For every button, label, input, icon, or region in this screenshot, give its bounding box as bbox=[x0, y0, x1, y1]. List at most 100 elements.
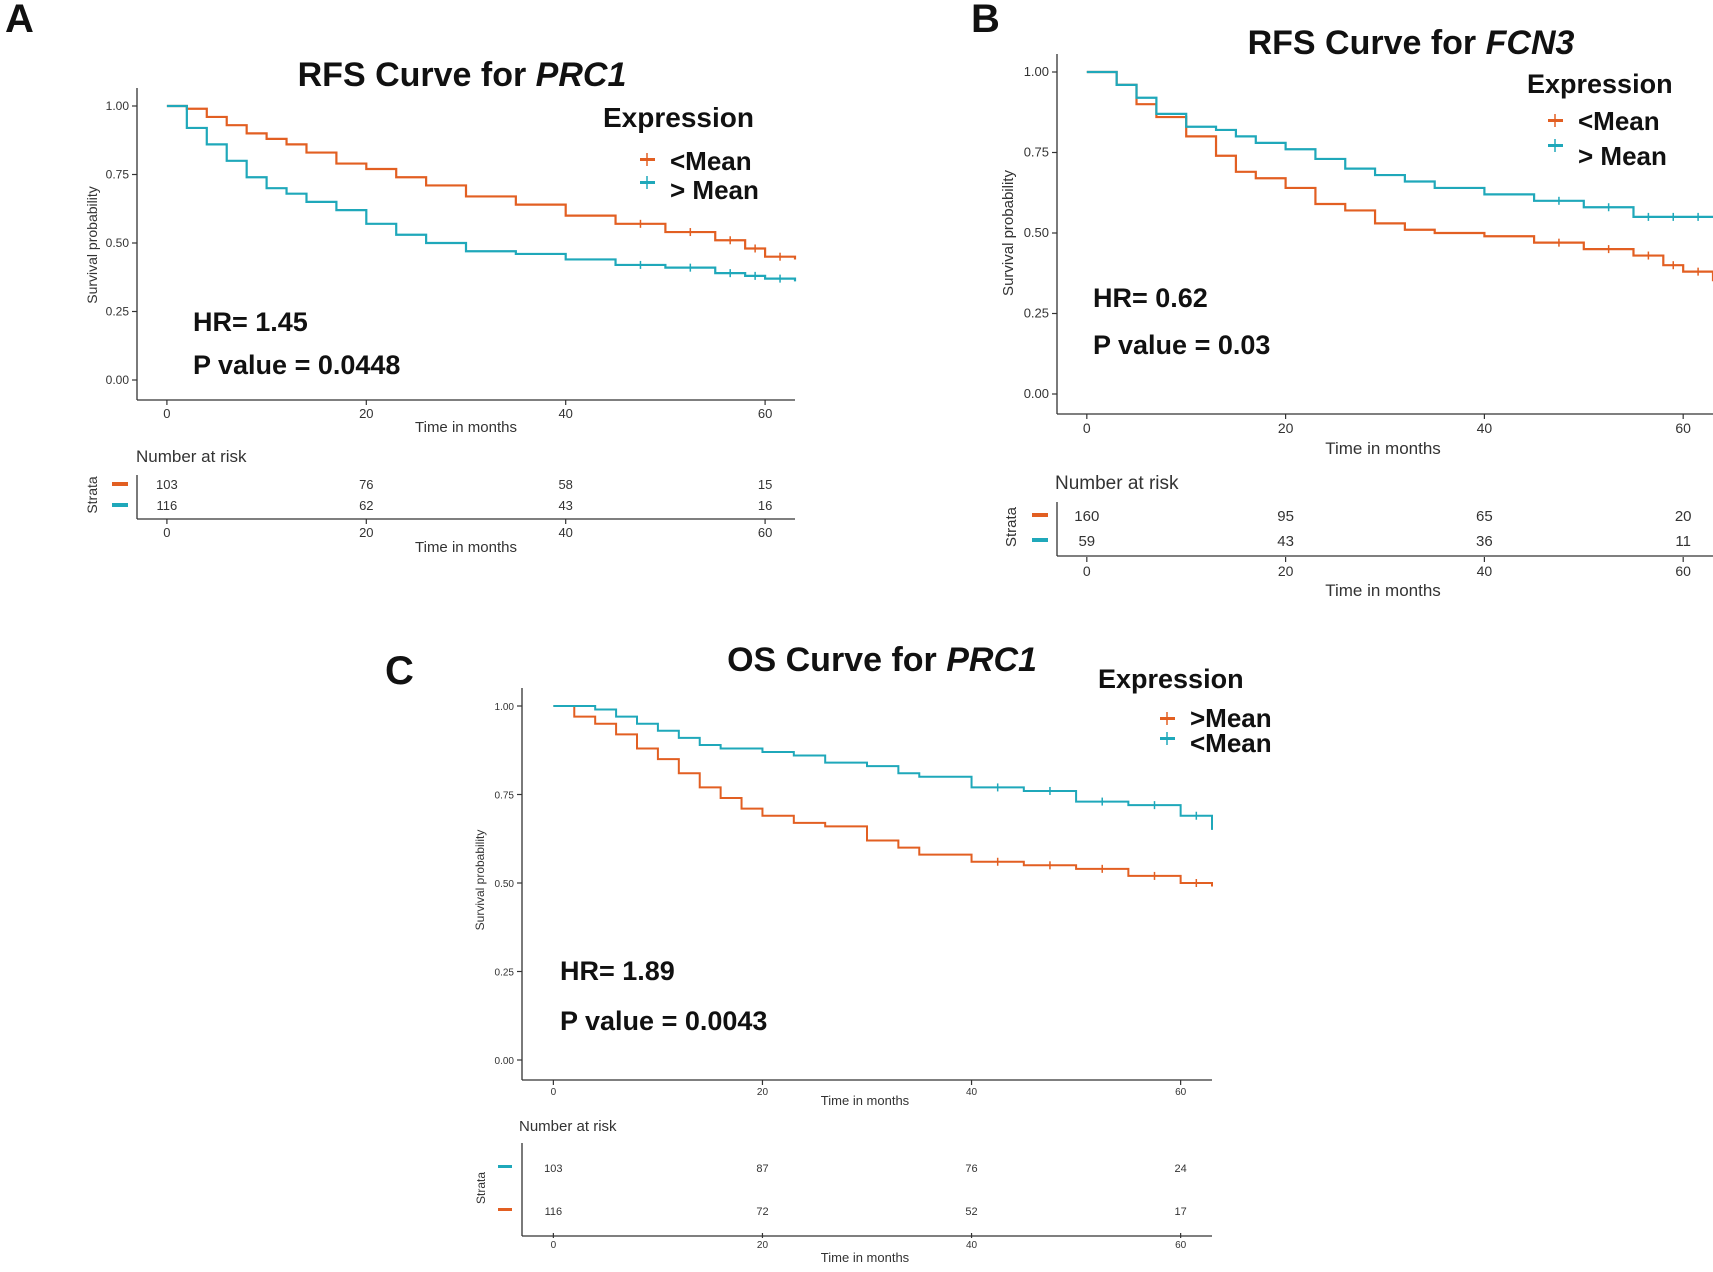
legend-item-0: <Mean bbox=[640, 146, 752, 176]
y-tick-label: 0.75 bbox=[495, 791, 515, 802]
x-tick-label: 60 bbox=[758, 525, 772, 540]
chart-title-prefix: OS Curve for bbox=[727, 641, 946, 679]
risk-count: 24 bbox=[1175, 1163, 1187, 1175]
y-tick-label: 0.50 bbox=[1024, 225, 1049, 240]
chart-title-prefix: RFS Curve for bbox=[1248, 24, 1486, 62]
x-tick-label: 40 bbox=[558, 525, 572, 540]
chart-title-gene: PRC1 bbox=[946, 641, 1037, 679]
y-tick-label: 0.00 bbox=[106, 373, 130, 387]
x-axis-label: Time in months bbox=[1325, 439, 1441, 458]
risk-row-swatch bbox=[112, 482, 128, 486]
risk-x-axis-label: Time in months bbox=[415, 539, 517, 556]
y-axis-label: Survival probability bbox=[473, 830, 487, 931]
strata-label: Strata bbox=[84, 476, 100, 514]
risk-row-swatch bbox=[1032, 538, 1048, 542]
risk-table-title: Number at risk bbox=[1055, 473, 1179, 494]
legend-item-1: > Mean bbox=[640, 175, 759, 205]
panel-label: B bbox=[971, 0, 1000, 41]
risk-row-swatch bbox=[1032, 513, 1048, 517]
chart-title: RFS Curve for FCN3 bbox=[1248, 24, 1575, 62]
y-axis-label: Survival probability bbox=[1000, 170, 1017, 296]
y-axis-label: Survival probability bbox=[84, 186, 100, 304]
risk-row-swatch bbox=[498, 1208, 512, 1211]
legend-item-0: <Mean bbox=[1548, 106, 1660, 136]
risk-count: 16 bbox=[758, 498, 772, 513]
risk-count: 11 bbox=[1675, 533, 1691, 550]
chart-title: OS Curve for PRC1 bbox=[727, 641, 1037, 679]
x-tick-label: 0 bbox=[551, 1087, 557, 1098]
x-tick-label: 0 bbox=[163, 406, 170, 421]
risk-count: 76 bbox=[359, 477, 373, 492]
risk-count: 20 bbox=[1675, 508, 1692, 525]
x-tick-label: 20 bbox=[757, 1240, 769, 1251]
y-tick-label: 0.50 bbox=[495, 879, 515, 890]
x-axis-label: Time in months bbox=[821, 1093, 910, 1108]
x-tick-label: 0 bbox=[1083, 563, 1091, 579]
legend-label: <Mean bbox=[1578, 106, 1660, 136]
x-tick-label: 40 bbox=[966, 1240, 978, 1251]
x-tick-label: 20 bbox=[1278, 563, 1294, 579]
risk-count: 116 bbox=[157, 498, 178, 513]
x-tick-label: 40 bbox=[558, 406, 572, 421]
x-tick-label: 20 bbox=[757, 1087, 769, 1098]
hr-annotation: HR= 1.89 bbox=[560, 956, 675, 986]
x-tick-label: 0 bbox=[163, 525, 170, 540]
legend-title: Expression bbox=[1527, 69, 1673, 99]
y-tick-label: 0.50 bbox=[106, 236, 130, 250]
risk-count: 160 bbox=[1074, 508, 1099, 525]
risk-count: 62 bbox=[359, 498, 373, 513]
legend-title: Expression bbox=[603, 102, 754, 133]
x-tick-label: 40 bbox=[966, 1087, 978, 1098]
p-value-annotation: P value = 0.03 bbox=[1093, 330, 1270, 360]
y-tick-label: 1.00 bbox=[106, 99, 130, 113]
km-curve-mean bbox=[166, 104, 797, 260]
hr-annotation: HR= 1.45 bbox=[193, 307, 308, 337]
chart-title-gene: PRC1 bbox=[536, 56, 627, 94]
legend-item-1: <Mean bbox=[1160, 728, 1272, 758]
risk-count: 15 bbox=[758, 477, 772, 492]
legend-label: >Mean bbox=[1190, 703, 1272, 733]
x-tick-label: 20 bbox=[1278, 420, 1294, 436]
legend-title: Expression bbox=[1098, 664, 1244, 694]
risk-count: 72 bbox=[756, 1206, 768, 1218]
risk-count: 65 bbox=[1476, 508, 1493, 525]
km-curve-mean bbox=[1086, 70, 1713, 282]
risk-count: 76 bbox=[965, 1163, 977, 1175]
risk-count: 103 bbox=[156, 477, 178, 492]
panel-c: C OS Curve for PRC1 Survival probability… bbox=[385, 641, 1272, 1265]
y-tick-label: 0.75 bbox=[106, 168, 130, 182]
panel-b: B RFS Curve for FCN3 Survival probabilit… bbox=[971, 0, 1713, 600]
x-tick-label: 0 bbox=[1083, 420, 1091, 436]
risk-count: 43 bbox=[558, 498, 572, 513]
x-tick-label: 60 bbox=[1175, 1087, 1187, 1098]
km-curve-mean bbox=[553, 705, 1213, 887]
risk-count: 95 bbox=[1277, 508, 1294, 525]
p-value-annotation: P value = 0.0043 bbox=[560, 1006, 767, 1036]
chart-title: RFS Curve for PRC1 bbox=[298, 56, 627, 94]
risk-count: 43 bbox=[1277, 533, 1294, 550]
x-tick-label: 60 bbox=[1675, 420, 1691, 436]
y-tick-label: 0.25 bbox=[1024, 306, 1049, 321]
chart-title-prefix: RFS Curve for bbox=[298, 56, 536, 94]
x-tick-label: 0 bbox=[551, 1240, 557, 1251]
legend-label: > Mean bbox=[1578, 141, 1667, 171]
legend-label: <Mean bbox=[670, 146, 752, 176]
legend-item-0: >Mean bbox=[1160, 703, 1272, 733]
panel-a: A RFS Curve for PRC1 Survival probabilit… bbox=[5, 0, 797, 556]
x-axis-label: Time in months bbox=[415, 419, 517, 436]
x-tick-label: 60 bbox=[1675, 563, 1691, 579]
x-tick-label: 20 bbox=[359, 525, 373, 540]
strata-label: Strata bbox=[1003, 506, 1020, 547]
risk-count: 116 bbox=[545, 1206, 563, 1218]
risk-count: 59 bbox=[1078, 533, 1095, 550]
chart-title-gene: FCN3 bbox=[1486, 24, 1575, 62]
risk-count: 58 bbox=[558, 477, 572, 492]
x-tick-label: 20 bbox=[359, 406, 373, 421]
x-tick-label: 60 bbox=[1175, 1240, 1187, 1251]
risk-x-axis-label: Time in months bbox=[821, 1250, 910, 1265]
hr-annotation: HR= 0.62 bbox=[1093, 283, 1208, 313]
km-curve-mean bbox=[1086, 70, 1713, 218]
x-tick-label: 40 bbox=[1477, 563, 1493, 579]
p-value-annotation: P value = 0.0448 bbox=[193, 350, 400, 380]
